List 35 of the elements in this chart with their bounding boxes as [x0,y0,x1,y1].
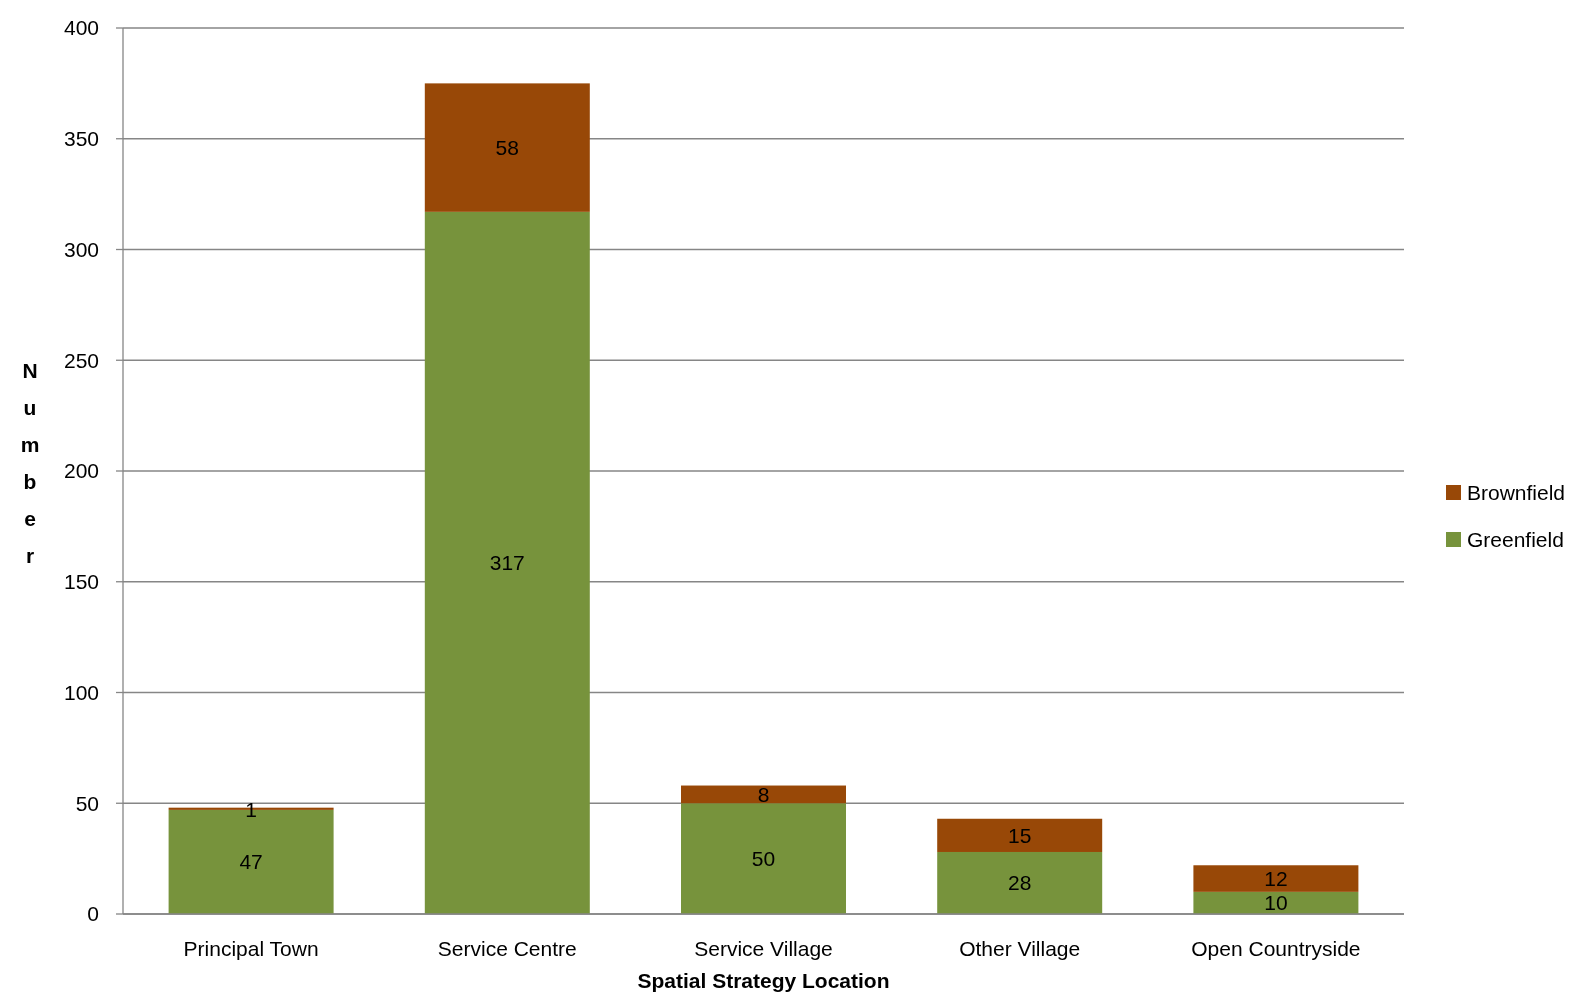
legend-label: Greenfield [1467,528,1564,552]
data-label: 15 [1008,823,1032,847]
bar [1193,865,1359,892]
y-axis-title: Number [20,359,40,567]
x-tick-label: Open Countryside [1191,937,1361,961]
bar [681,803,846,914]
data-label: 58 [495,135,519,159]
x-axis-title: Spatial Strategy Location [637,969,890,992]
data-label: 317 [489,551,525,575]
x-tick-label: Service Village [694,937,833,961]
x-tick-label: Service Centre [437,937,577,961]
legend-label: Brownfield [1467,481,1566,505]
data-label: 47 [239,850,263,874]
y-tick-label: 350 [63,127,99,151]
data-label: 10 [1264,891,1288,915]
data-label: 28 [1008,871,1032,895]
y-tick-label: 200 [63,459,99,483]
y-tick-label: 400 [63,16,99,40]
bar [937,818,1103,852]
y-tick-label: 50 [75,791,99,815]
bar [424,83,590,212]
bar [937,851,1103,914]
bar [1193,891,1359,914]
y-tick-label: 250 [63,348,99,372]
bar [681,785,846,804]
y-tick-label: 0 [87,902,99,926]
y-tick-label: 150 [63,570,99,594]
x-tick-label: Other Village [959,937,1081,961]
data-label: 8 [757,782,770,806]
y-tick-label: 300 [63,237,99,261]
data-label: 12 [1264,866,1288,890]
x-tick-label: Principal Town [183,937,319,961]
data-label: 50 [751,846,776,870]
y-tick-label: 100 [63,680,99,704]
bar [424,211,590,914]
